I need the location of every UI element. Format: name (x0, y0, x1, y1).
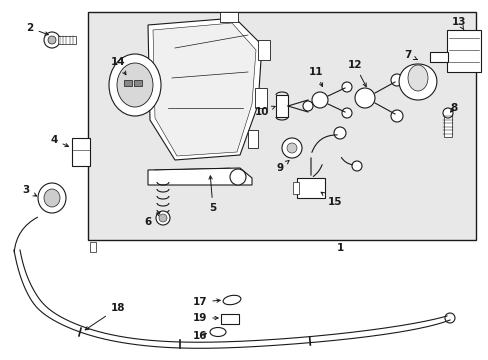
Text: 13: 13 (451, 17, 465, 30)
Circle shape (442, 108, 452, 118)
Text: 14: 14 (110, 57, 126, 75)
Circle shape (341, 82, 351, 92)
Ellipse shape (109, 54, 161, 116)
Text: 8: 8 (449, 103, 457, 113)
Bar (247, 130, 258, 148)
Polygon shape (148, 18, 262, 160)
Bar (292, 182, 298, 194)
Ellipse shape (44, 189, 60, 207)
Circle shape (44, 32, 60, 48)
Text: 9: 9 (276, 161, 288, 173)
Bar (275, 95, 287, 117)
Circle shape (333, 127, 346, 139)
Circle shape (229, 169, 245, 185)
Circle shape (341, 108, 351, 118)
Bar (90, 242, 96, 252)
Text: 1: 1 (336, 243, 343, 253)
Circle shape (354, 88, 374, 108)
Bar (296, 178, 325, 198)
Bar (88, 12, 475, 240)
Bar (443, 115, 451, 137)
Circle shape (48, 36, 56, 44)
Text: 6: 6 (144, 212, 160, 227)
Ellipse shape (38, 183, 66, 213)
Text: 3: 3 (22, 185, 37, 196)
Text: 2: 2 (26, 23, 48, 35)
FancyBboxPatch shape (221, 314, 239, 324)
Text: 16: 16 (192, 331, 207, 341)
Circle shape (282, 138, 302, 158)
Polygon shape (153, 23, 256, 156)
Text: 7: 7 (404, 50, 416, 60)
Bar (124, 80, 132, 86)
Text: 19: 19 (192, 313, 218, 323)
Text: 5: 5 (208, 176, 216, 213)
Ellipse shape (209, 328, 225, 337)
Bar (58, 36, 76, 44)
Ellipse shape (117, 63, 153, 107)
Circle shape (351, 161, 361, 171)
Circle shape (159, 214, 167, 222)
Ellipse shape (407, 65, 427, 91)
Text: 12: 12 (347, 60, 366, 86)
Ellipse shape (223, 295, 241, 305)
Polygon shape (148, 168, 251, 185)
Circle shape (286, 143, 296, 153)
Bar (134, 80, 142, 86)
Bar (254, 88, 266, 108)
Bar (429, 52, 447, 62)
Bar (446, 30, 480, 72)
Circle shape (390, 74, 402, 86)
Bar (258, 40, 269, 60)
Text: 18: 18 (85, 303, 125, 330)
Polygon shape (398, 64, 436, 100)
Text: 4: 4 (50, 135, 68, 147)
Text: 10: 10 (254, 106, 275, 117)
Circle shape (311, 92, 327, 108)
Text: 11: 11 (308, 67, 323, 86)
Bar (220, 12, 238, 22)
Circle shape (156, 211, 170, 225)
Bar (72, 138, 90, 166)
Circle shape (390, 110, 402, 122)
Text: 15: 15 (321, 192, 342, 207)
Circle shape (303, 101, 312, 111)
Circle shape (444, 313, 454, 323)
Text: 17: 17 (192, 297, 220, 307)
